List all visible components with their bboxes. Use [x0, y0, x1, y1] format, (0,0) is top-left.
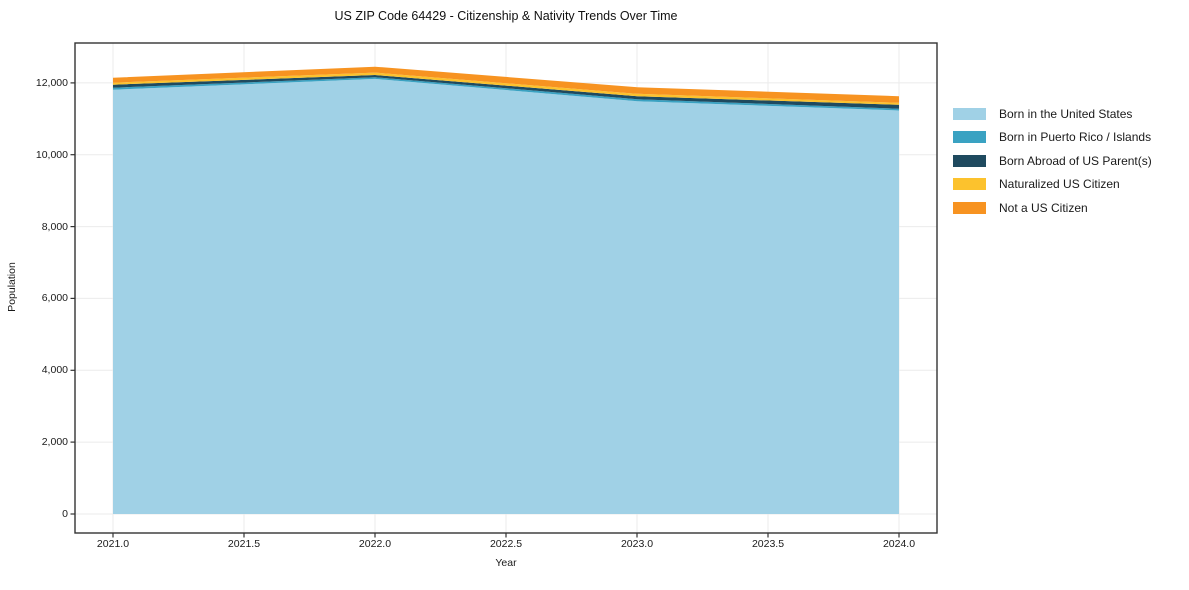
chart-title: US ZIP Code 64429 - Citizenship & Nativi… — [334, 9, 678, 23]
legend-label: Born in the United States — [999, 106, 1133, 121]
y-tick-label: 0 — [62, 507, 68, 520]
legend-item: Not a US Citizen — [953, 196, 1152, 220]
legend-label: Born Abroad of US Parent(s) — [999, 153, 1152, 168]
area-series-1 — [113, 77, 899, 111]
y-tick-label: 8,000 — [41, 220, 68, 233]
x-tick-label: 2022.0 — [358, 538, 392, 550]
legend-label: Naturalized US Citizen — [999, 177, 1120, 192]
legend-item: Born in the United States — [953, 102, 1152, 126]
legend-swatch-icon — [953, 154, 986, 167]
legend-item: Born Abroad of US Parent(s) — [953, 149, 1152, 173]
x-axis-title: Year — [495, 557, 517, 569]
y-axis-title: Population — [6, 262, 18, 312]
y-tick-label: 12,000 — [35, 76, 68, 89]
legend-swatch-icon — [953, 178, 986, 191]
legend-label: Born in Puerto Rico / Islands — [999, 130, 1152, 145]
y-tick-label: 4,000 — [41, 364, 68, 377]
legend-item: Born in Puerto Rico / Islands — [953, 126, 1152, 150]
area-series-2 — [113, 75, 899, 109]
legend-swatch-icon — [953, 201, 986, 214]
legend-item: Naturalized US Citizen — [953, 173, 1152, 197]
x-tick-label: 2021.5 — [227, 538, 261, 550]
y-tick-label: 10,000 — [35, 148, 68, 161]
area-series-4 — [113, 66, 899, 103]
y-tick-label: 6,000 — [41, 292, 68, 305]
legend-swatch-icon — [953, 107, 986, 120]
area-series-3 — [113, 72, 899, 105]
x-tick-label: 2021.0 — [96, 538, 130, 550]
legend: Born in the United States Born in Puerto … — [953, 102, 1152, 220]
legend-label: Not a US Citizen — [999, 200, 1088, 215]
x-tick-label: 2023.0 — [620, 538, 654, 550]
y-tick-label: 2,000 — [41, 436, 68, 449]
area-series-0 — [113, 78, 899, 515]
x-tick-label: 2023.5 — [751, 538, 785, 550]
x-tick-label: 2022.5 — [489, 538, 523, 550]
x-tick-label: 2024.0 — [882, 538, 916, 550]
legend-swatch-icon — [953, 131, 986, 144]
